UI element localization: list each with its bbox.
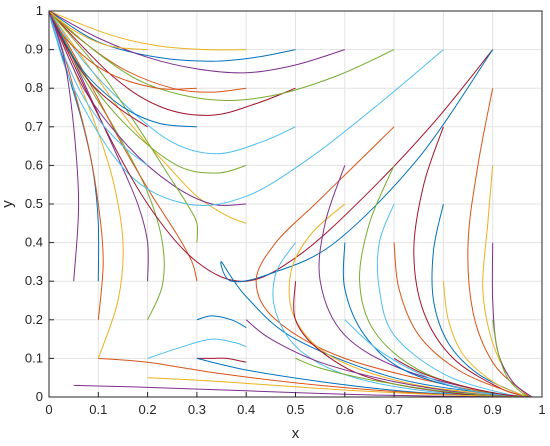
y-tick-label: 0.1: [25, 350, 43, 365]
y-tick-labels: 0 0.1 0.2 0.3 0.4 0.5 0.6 0.7 0.8 0.9 1: [25, 3, 43, 404]
trajectory-line: [48, 10, 395, 102]
y-tick-label: 0.3: [25, 273, 43, 288]
trajectory-line: [48, 10, 296, 155]
trajectory-line: [147, 338, 247, 359]
trajectory-line: [196, 357, 247, 363]
y-tick-label: 0: [36, 389, 43, 404]
trajectory-line: [48, 10, 197, 128]
x-tick-label: 0: [45, 402, 52, 417]
trajectory-line: [492, 319, 533, 398]
trajectory-line: [288, 203, 533, 398]
x-tick-label: 0.8: [434, 402, 452, 417]
x-tick-label: 0.9: [484, 402, 502, 417]
trajectory-line: [48, 10, 247, 93]
x-tick-label: 0.3: [188, 402, 206, 417]
x-tick-label: 1: [538, 402, 545, 417]
x-tick-label: 0.4: [237, 402, 255, 417]
x-tick-labels: 0 0.1 0.2 0.3 0.4 0.5 0.6 0.7 0.8 0.9 1: [45, 402, 545, 417]
y-tick-label: 0.7: [25, 119, 43, 134]
trajectory-line: [48, 10, 148, 166]
trajectory-line: [48, 10, 80, 282]
x-tick-label: 0.2: [139, 402, 157, 417]
trajectory-line: [442, 281, 533, 398]
trajectory-line: [48, 10, 296, 116]
x-tick-label: 0.6: [336, 402, 354, 417]
y-tick-label: 0.6: [25, 157, 43, 172]
trajectory-line: [48, 10, 148, 128]
trajectory-line: [48, 10, 345, 74]
trajectory-line: [376, 203, 533, 398]
y-tick-label: 1: [36, 3, 43, 18]
trajectory-line: [293, 281, 533, 398]
x-tick-label: 0.1: [89, 402, 107, 417]
trajectory-line: [48, 10, 199, 243]
x-tick-label: 0.5: [286, 402, 304, 417]
trajectory-line: [196, 315, 247, 328]
trajectory-line: [295, 357, 533, 398]
y-tick-label: 0.5: [25, 196, 43, 211]
trajectory-line: [220, 49, 533, 398]
trajectory-line: [73, 384, 533, 398]
y-tick-label: 0.9: [25, 42, 43, 57]
trajectory-line: [272, 242, 533, 398]
trajectory-line: [393, 357, 533, 398]
trajectory-line: [48, 10, 197, 90]
trajectory-line: [48, 10, 247, 206]
trajectory-line: [393, 242, 533, 398]
y-tick-label: 0.4: [25, 235, 43, 250]
trajectory-line: [48, 10, 444, 207]
trajectory-line: [48, 10, 296, 62]
y-tick-label: 0.2: [25, 312, 43, 327]
axis-ticks: [48, 10, 543, 398]
trajectory-line: [48, 10, 247, 51]
trajectory-line: [48, 10, 148, 51]
x-tick-label: 0.7: [385, 402, 403, 417]
trajectory-line: [344, 319, 533, 398]
trajectory-line: [48, 10, 165, 320]
y-tick-label: 0.8: [25, 80, 43, 95]
x-axis-title: x: [292, 425, 300, 442]
y-axis-title: y: [0, 200, 16, 208]
